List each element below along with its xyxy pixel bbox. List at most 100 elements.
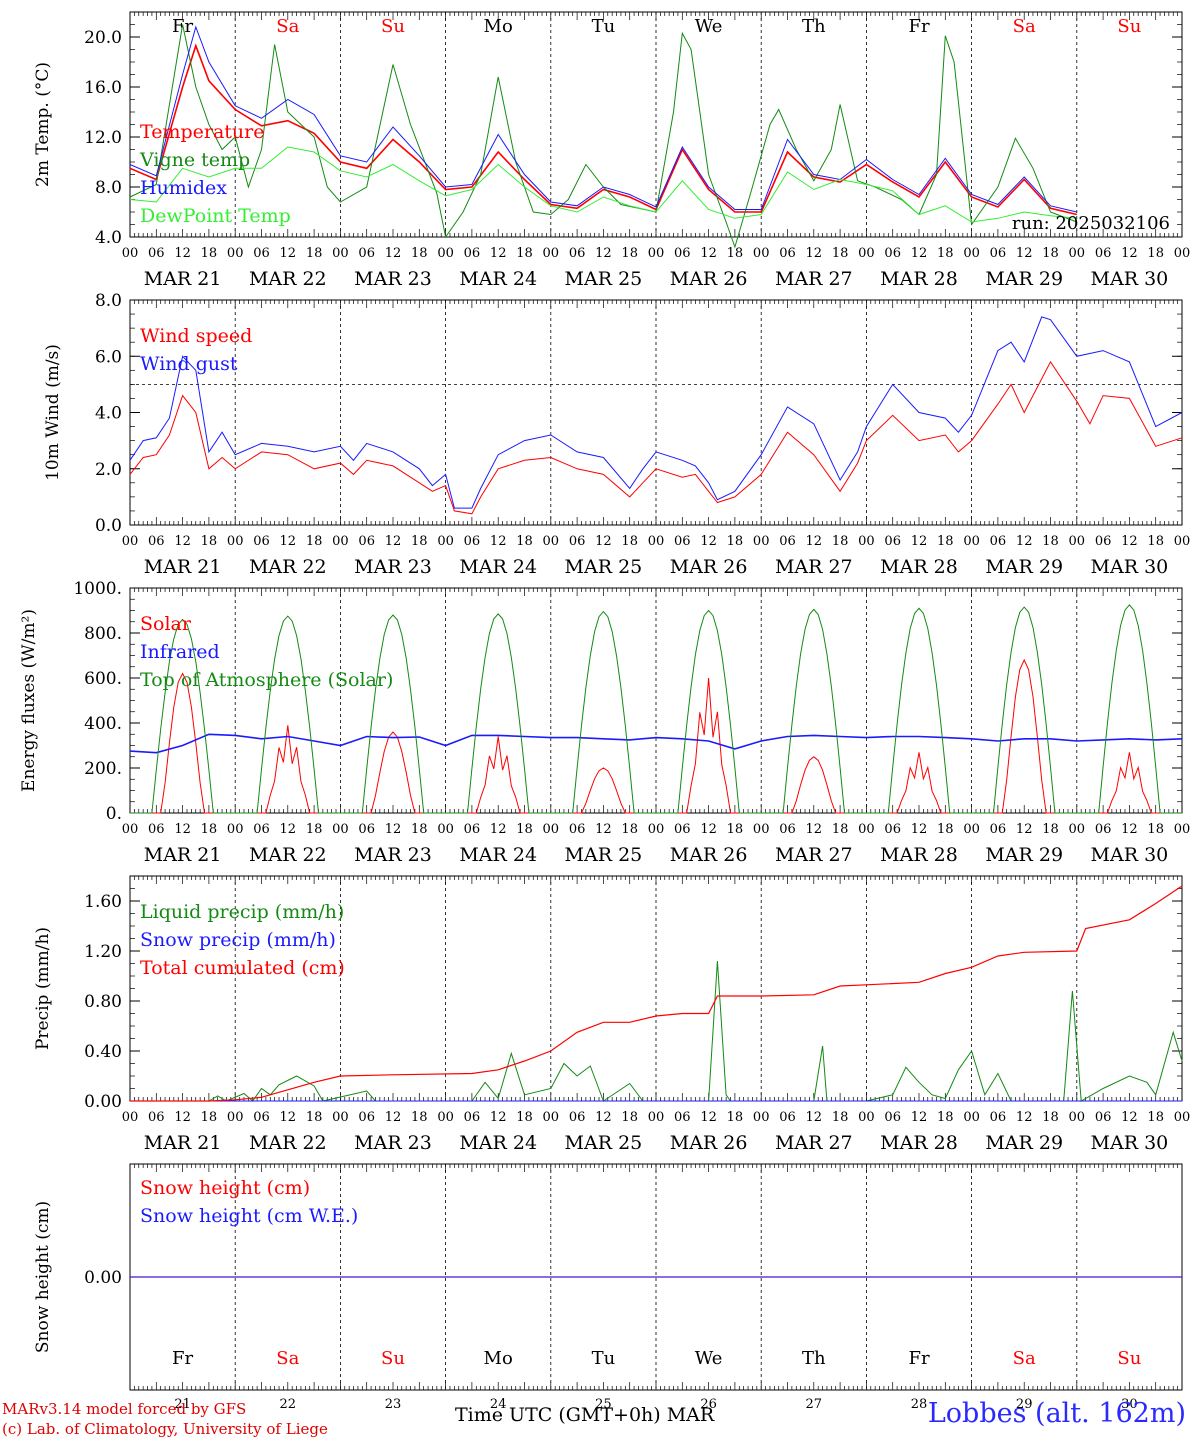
- energy-date-label: MAR 26: [670, 844, 748, 866]
- temp-date-label: MAR 21: [144, 268, 222, 290]
- precip-hour-label: 00: [858, 1110, 875, 1125]
- temp-hour-label: 00: [858, 246, 875, 261]
- temp-hour-label: 12: [385, 246, 402, 261]
- snow-panel: 0.00 Snow height (cm) Snow height (cm) Snow…: [33, 1163, 1183, 1412]
- wind-hour-label: 06: [990, 534, 1007, 549]
- wind-hour-label: 18: [201, 534, 218, 549]
- wind-ytick-label: 8.0: [95, 291, 122, 311]
- temp-date-label: MAR 28: [880, 268, 958, 290]
- temp-date-label: MAR 23: [354, 268, 432, 290]
- precip-hour-label: 00: [437, 1110, 454, 1125]
- day-number: 24: [490, 1397, 507, 1412]
- precip-hour-label: 18: [411, 1110, 428, 1125]
- day-number: 30: [1121, 1397, 1138, 1412]
- wind-date-label: MAR 30: [1091, 556, 1169, 578]
- precip-hour-label: 18: [516, 1110, 533, 1125]
- energy-hour-label: 06: [1095, 822, 1112, 837]
- precip-hour-label: 18: [306, 1110, 323, 1125]
- wind-hour-label: 12: [490, 534, 507, 549]
- wind-hour-label: 06: [148, 534, 165, 549]
- temp-hour-label: 12: [280, 246, 297, 261]
- precip-hour-label: 00: [332, 1110, 349, 1125]
- precip-date-label: MAR 21: [144, 1132, 222, 1154]
- temp-hour-label: 00: [332, 246, 349, 261]
- energy-ytick-label: 800.: [84, 624, 122, 644]
- wind-hour-label: 06: [884, 534, 901, 549]
- temp-ytick-label: 16.0: [84, 78, 122, 98]
- wind-hour-label: 00: [858, 534, 875, 549]
- wind-hour-label: 00: [963, 534, 980, 549]
- run-label: run: 2025032106: [1012, 213, 1170, 234]
- temp-hour-label: 12: [1016, 246, 1033, 261]
- precip-date-label: MAR 22: [249, 1132, 327, 1154]
- wind-hour-label: 06: [674, 534, 691, 549]
- precip-hour-label: 18: [937, 1110, 954, 1125]
- precip-hour-label: 06: [148, 1110, 165, 1125]
- temp-hour-label: 12: [490, 246, 507, 261]
- energy-date-label: MAR 24: [459, 844, 537, 866]
- energy-hour-label: 18: [937, 822, 954, 837]
- wind-hour-label: 18: [1042, 534, 1059, 549]
- temp-date-label: MAR 25: [565, 268, 643, 290]
- temp-hour-label: 18: [1147, 246, 1164, 261]
- wind-hour-label: 12: [1121, 534, 1138, 549]
- wind-hour-label: 18: [832, 534, 849, 549]
- energy-hour-label: 06: [779, 822, 796, 837]
- energy-date-label: MAR 30: [1091, 844, 1169, 866]
- station-name: Lobbes (alt. 162m): [927, 1398, 1186, 1429]
- precip-hour-label: 12: [1016, 1110, 1033, 1125]
- wind-hour-label: 06: [253, 534, 270, 549]
- precip-hour-label: 00: [648, 1110, 665, 1125]
- legend-top-of-atmosphere-solar-: Top of Atmosphere (Solar): [140, 669, 393, 691]
- wind-date-label: MAR 29: [985, 556, 1063, 578]
- precip-ylabel: Precip (mm/h): [33, 927, 53, 1050]
- legend-snow-height-cm-: Snow height (cm): [140, 1177, 310, 1199]
- wind-hour-label: 00: [543, 534, 560, 549]
- energy-hour-label: 00: [332, 822, 349, 837]
- series-line-temperature: [129, 43, 1077, 216]
- precip-date-label: MAR 30: [1091, 1132, 1169, 1154]
- energy-hour-label: 18: [832, 822, 849, 837]
- precip-hour-label: 18: [832, 1110, 849, 1125]
- legend-snow-height-cm-w-e-: Snow height (cm W.E.): [140, 1205, 358, 1227]
- energy-hour-label: 00: [437, 822, 454, 837]
- temp-hour-label: 18: [937, 246, 954, 261]
- energy-date-label: MAR 29: [985, 844, 1063, 866]
- energy-hour-label: 06: [148, 822, 165, 837]
- series-line-humidex: [129, 25, 1077, 213]
- precip-hour-label: 12: [385, 1110, 402, 1125]
- energy-hour-label: 06: [464, 822, 481, 837]
- day-number: 29: [1016, 1397, 1033, 1412]
- temp-date-label: MAR 22: [249, 268, 327, 290]
- wind-ytick-label: 4.0: [95, 404, 122, 424]
- weekday-label: Sa: [276, 1348, 299, 1369]
- wind-hour-label: 12: [1016, 534, 1033, 549]
- energy-hour-label: 18: [621, 822, 638, 837]
- precip-date-label: MAR 24: [459, 1132, 537, 1154]
- temp-hour-label: 06: [148, 246, 165, 261]
- weekday-label: We: [695, 16, 723, 37]
- day-number: 28: [911, 1397, 928, 1412]
- energy-hour-label: 00: [543, 822, 560, 837]
- temp-hour-label: 12: [1121, 246, 1138, 261]
- precip-date-label: MAR 25: [565, 1132, 643, 1154]
- temp-hour-label: 18: [411, 246, 428, 261]
- legend-humidex: Humidex: [140, 177, 227, 199]
- series-line-infrared: [129, 733, 1183, 754]
- temp-hour-label: 12: [174, 246, 191, 261]
- energy-ytick-label: 200.: [84, 759, 122, 779]
- wind-hour-label: 12: [700, 534, 717, 549]
- precip-hour-label: 00: [963, 1110, 980, 1125]
- temp-hour-label: 06: [674, 246, 691, 261]
- wind-hour-label: 18: [937, 534, 954, 549]
- temp-date-label: MAR 24: [459, 268, 537, 290]
- energy-date-label: MAR 22: [249, 844, 327, 866]
- energy-hour-label: 00: [963, 822, 980, 837]
- temp-hour-label: 00: [753, 246, 770, 261]
- weekday-label: Sa: [1013, 1348, 1036, 1369]
- weekday-label: Fr: [908, 1348, 929, 1369]
- energy-hour-label: 12: [490, 822, 507, 837]
- precip-hour-label: 12: [911, 1110, 928, 1125]
- wind-date-label: MAR 27: [775, 556, 853, 578]
